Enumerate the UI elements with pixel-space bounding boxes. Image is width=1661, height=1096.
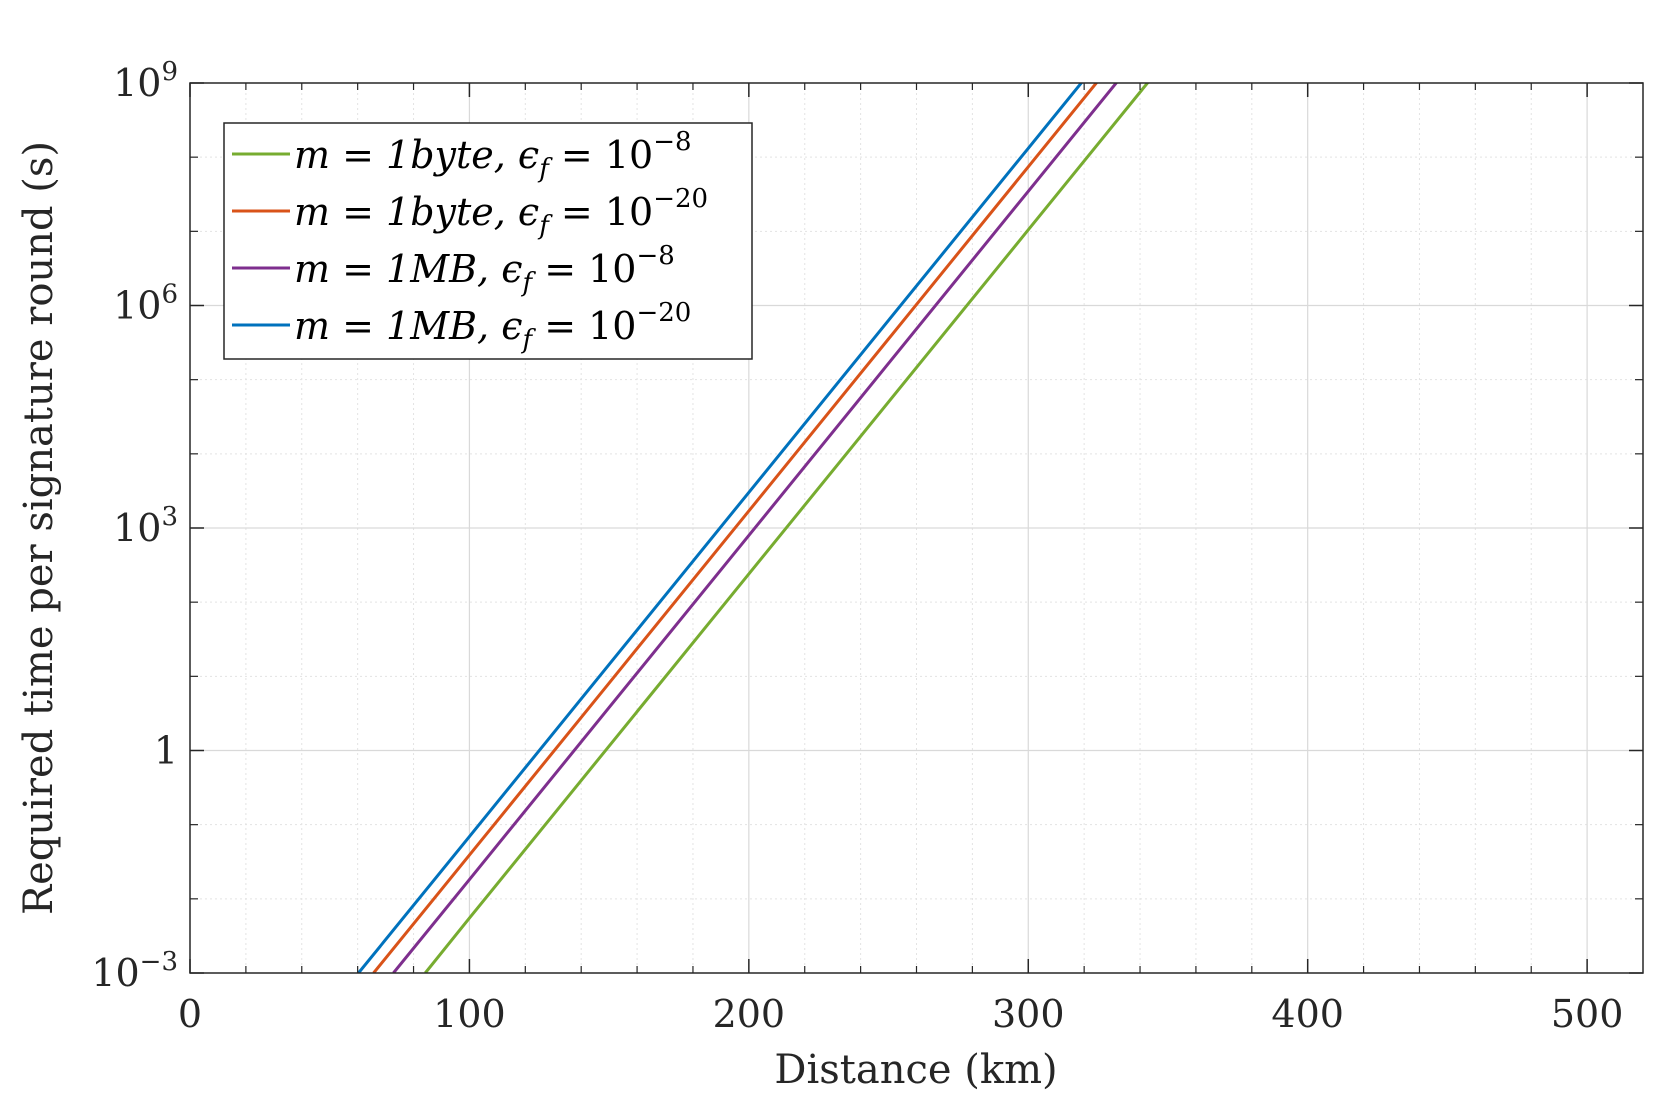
x-tick-label: 0 bbox=[178, 992, 202, 1036]
legend-box bbox=[223, 122, 753, 360]
y-tick-label: 1 bbox=[154, 729, 178, 773]
y-tick-label: 106 bbox=[113, 280, 178, 328]
y-tick-label-exponent: 9 bbox=[161, 57, 178, 87]
legend-m-part: m = 1MB, ϵ bbox=[294, 247, 522, 291]
y-axis-label: Required time per signature round (s) bbox=[16, 141, 62, 915]
y-tick-label: 103 bbox=[113, 502, 178, 550]
series-line-2 bbox=[372, 83, 1099, 973]
series-line-3 bbox=[392, 83, 1119, 973]
y-tick-label-base: 10 bbox=[91, 951, 139, 995]
legend-entry-1: m = 1byte, ϵf = 10−8 bbox=[294, 127, 692, 184]
y-tick-label-base: 10 bbox=[113, 61, 161, 105]
x-axis-label: Distance (km) bbox=[774, 1047, 1057, 1093]
legend-exponent: −8 bbox=[636, 241, 674, 271]
x-tick-labels: 0 100 200 300 400 500 bbox=[178, 992, 1623, 1036]
series-layer bbox=[357, 83, 1150, 973]
legend-m-part: m = 1byte, ϵ bbox=[294, 190, 539, 234]
y-tick-label-exponent: −3 bbox=[140, 947, 178, 977]
legend-m-part: m = 1byte, ϵ bbox=[294, 133, 539, 177]
tick-marks bbox=[189, 82, 1643, 974]
legend-eps-part: = 10 bbox=[532, 247, 636, 291]
legend-eps-part: = 10 bbox=[549, 190, 653, 234]
legend-m-part: m = 1MB, ϵ bbox=[294, 304, 522, 348]
x-tick-label: 300 bbox=[992, 992, 1065, 1036]
legend-exponent: −20 bbox=[636, 298, 691, 328]
x-tick-label: 100 bbox=[433, 992, 506, 1036]
y-tick-label-base: 1 bbox=[154, 729, 178, 773]
legend-entry-3: m = 1MB, ϵf = 10−8 bbox=[294, 241, 675, 298]
legend-entry-2: m = 1byte, ϵf = 10−20 bbox=[294, 184, 708, 241]
legend-eps-part: = 10 bbox=[532, 304, 636, 348]
legend-entry-4: m = 1MB, ϵf = 10−20 bbox=[294, 298, 691, 355]
y-tick-label: 10−3 bbox=[91, 947, 178, 995]
legend-eps-part: = 10 bbox=[549, 133, 653, 177]
series-line-1 bbox=[424, 83, 1150, 973]
legend-exponent: −20 bbox=[653, 184, 708, 214]
series-line-4 bbox=[357, 83, 1084, 973]
legend-exponent: −8 bbox=[653, 127, 691, 157]
y-tick-label-exponent: 3 bbox=[161, 502, 178, 532]
legend: m = 1byte, ϵf = 10−8m = 1byte, ϵf = 10−2… bbox=[223, 122, 753, 360]
x-tick-label: 500 bbox=[1551, 992, 1624, 1036]
y-tick-label: 109 bbox=[113, 57, 178, 105]
x-tick-label: 200 bbox=[713, 992, 786, 1036]
y-tick-label-base: 10 bbox=[113, 284, 161, 328]
y-tick-label-exponent: 6 bbox=[161, 280, 178, 310]
y-tick-label-base: 10 bbox=[113, 506, 161, 550]
x-tick-label: 400 bbox=[1271, 992, 1344, 1036]
